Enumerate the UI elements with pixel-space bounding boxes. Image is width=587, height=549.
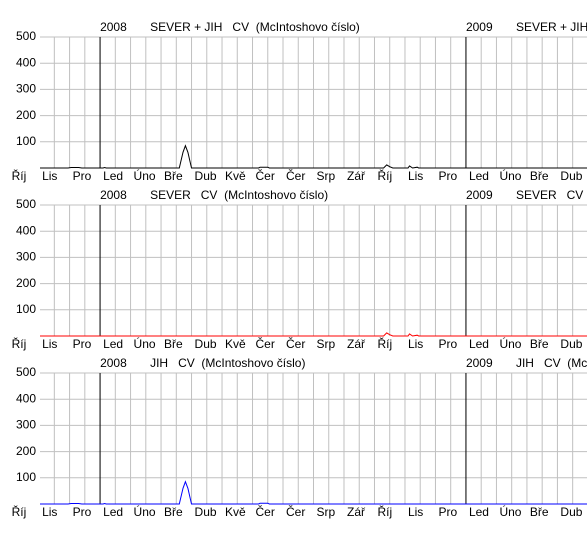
x-tick-label: Říj (12, 504, 27, 519)
x-tick-label: Úno (134, 504, 156, 519)
year-label: 2008 (100, 356, 127, 370)
x-tick-label: Pro (73, 169, 92, 183)
x-tick-label: Říj (12, 336, 27, 351)
x-tick-label: Čer (286, 168, 305, 183)
x-tick-label: Bře (164, 505, 183, 519)
x-tick-label: Říj (377, 504, 392, 519)
y-tick-label: 500 (16, 29, 36, 43)
x-tick-label: Kvě (225, 505, 246, 519)
chart-panel: Říj Lis Pro Led Úno Bře Dub Kvě Čer Čer Srp Zář Říj L… (12, 356, 587, 519)
x-tick-label: Srp (317, 505, 336, 519)
x-tick-label: Dub (195, 169, 217, 183)
x-tick-label: Led (469, 337, 489, 351)
x-tick-label: Čer (256, 168, 275, 183)
chart-title: JIH CV (McIntoshovo číslo) (516, 356, 587, 370)
x-tick-label: Dub (560, 169, 582, 183)
x-tick-label: Led (103, 169, 123, 183)
x-tick-label: Zář (347, 169, 366, 183)
x-tick-label: Srp (317, 337, 336, 351)
x-tick-label: Led (469, 505, 489, 519)
y-tick-label: 500 (16, 365, 36, 379)
x-tick-label: Čer (286, 336, 305, 351)
x-tick-label: Úno (134, 336, 156, 351)
x-tick-label: Bře (164, 337, 183, 351)
x-tick-label: Lis (42, 337, 57, 351)
x-tick-label: Led (469, 169, 489, 183)
y-tick-label: 400 (16, 223, 36, 237)
x-tick-label: Říj (377, 336, 392, 351)
chart-title: SEVER + JIH CV (McIntoshovo číslo) (516, 20, 587, 34)
x-tick-label: Dub (560, 505, 582, 519)
chart-title: SEVER CV (McIntoshovo číslo) (150, 188, 328, 202)
y-tick-label: 300 (16, 418, 36, 432)
x-tick-label: Pro (438, 505, 457, 519)
x-tick-label: Lis (408, 505, 423, 519)
x-tick-label: Led (103, 337, 123, 351)
y-tick-label: 200 (16, 108, 36, 122)
x-tick-label: Říj (377, 168, 392, 183)
x-tick-label: Úno (134, 168, 156, 183)
data-line (40, 480, 587, 505)
x-tick-label: Zář (347, 337, 366, 351)
x-tick-label: Bře (530, 169, 549, 183)
data-line (40, 144, 587, 169)
x-tick-label: Úno (499, 336, 521, 351)
x-tick-label: Čer (256, 504, 275, 519)
y-tick-label: 200 (16, 444, 36, 458)
x-tick-label: Čer (256, 336, 275, 351)
x-tick-label: Led (103, 505, 123, 519)
x-tick-label: Bře (530, 505, 549, 519)
chart-panel: Říj Lis Pro Led Úno Bře Dub Kvě Čer Čer Srp Zář Říj L… (12, 188, 587, 351)
x-tick-label: Bře (530, 337, 549, 351)
x-tick-label: Zář (347, 505, 366, 519)
x-tick-label: Pro (73, 505, 92, 519)
x-tick-label: Lis (408, 169, 423, 183)
y-tick-label: 100 (16, 470, 36, 484)
x-tick-label: Srp (317, 169, 336, 183)
data-line (40, 332, 587, 337)
x-tick-label: Kvě (225, 169, 246, 183)
x-tick-label: Úno (499, 504, 521, 519)
y-tick-label: 300 (16, 250, 36, 264)
y-tick-label: 400 (16, 55, 36, 69)
y-tick-label: 200 (16, 276, 36, 290)
chart-title: SEVER + JIH CV (McIntoshovo číslo) (150, 20, 360, 34)
x-tick-label: Čer (286, 504, 305, 519)
y-tick-label: 100 (16, 302, 36, 316)
year-label: 2009 (466, 356, 493, 370)
year-label: 2009 (466, 188, 493, 202)
chart-title: SEVER CV (McIntoshovo číslo) (516, 188, 587, 202)
year-label: 2008 (100, 20, 127, 34)
y-tick-label: 100 (16, 134, 36, 148)
x-tick-label: Lis (42, 169, 57, 183)
x-tick-label: Pro (438, 169, 457, 183)
x-tick-label: Dub (560, 337, 582, 351)
year-label: 2009 (466, 20, 493, 34)
x-tick-label: Dub (195, 505, 217, 519)
chart-title: JIH CV (McIntoshovo číslo) (150, 356, 305, 370)
x-tick-label: Kvě (225, 337, 246, 351)
x-tick-label: Dub (195, 337, 217, 351)
y-tick-label: 400 (16, 391, 36, 405)
x-tick-label: Lis (42, 505, 57, 519)
x-tick-label: Bře (164, 169, 183, 183)
x-tick-label: Pro (73, 337, 92, 351)
x-tick-label: Pro (438, 337, 457, 351)
x-tick-label: Úno (499, 168, 521, 183)
x-tick-label: Říj (12, 168, 27, 183)
y-tick-label: 300 (16, 82, 36, 96)
y-tick-label: 500 (16, 197, 36, 211)
year-label: 2008 (100, 188, 127, 202)
chart-panel: Říj Lis Pro Led Úno Bře Dub Kvě Čer Čer Srp Zář Říj L… (12, 20, 587, 183)
x-tick-label: Lis (408, 337, 423, 351)
